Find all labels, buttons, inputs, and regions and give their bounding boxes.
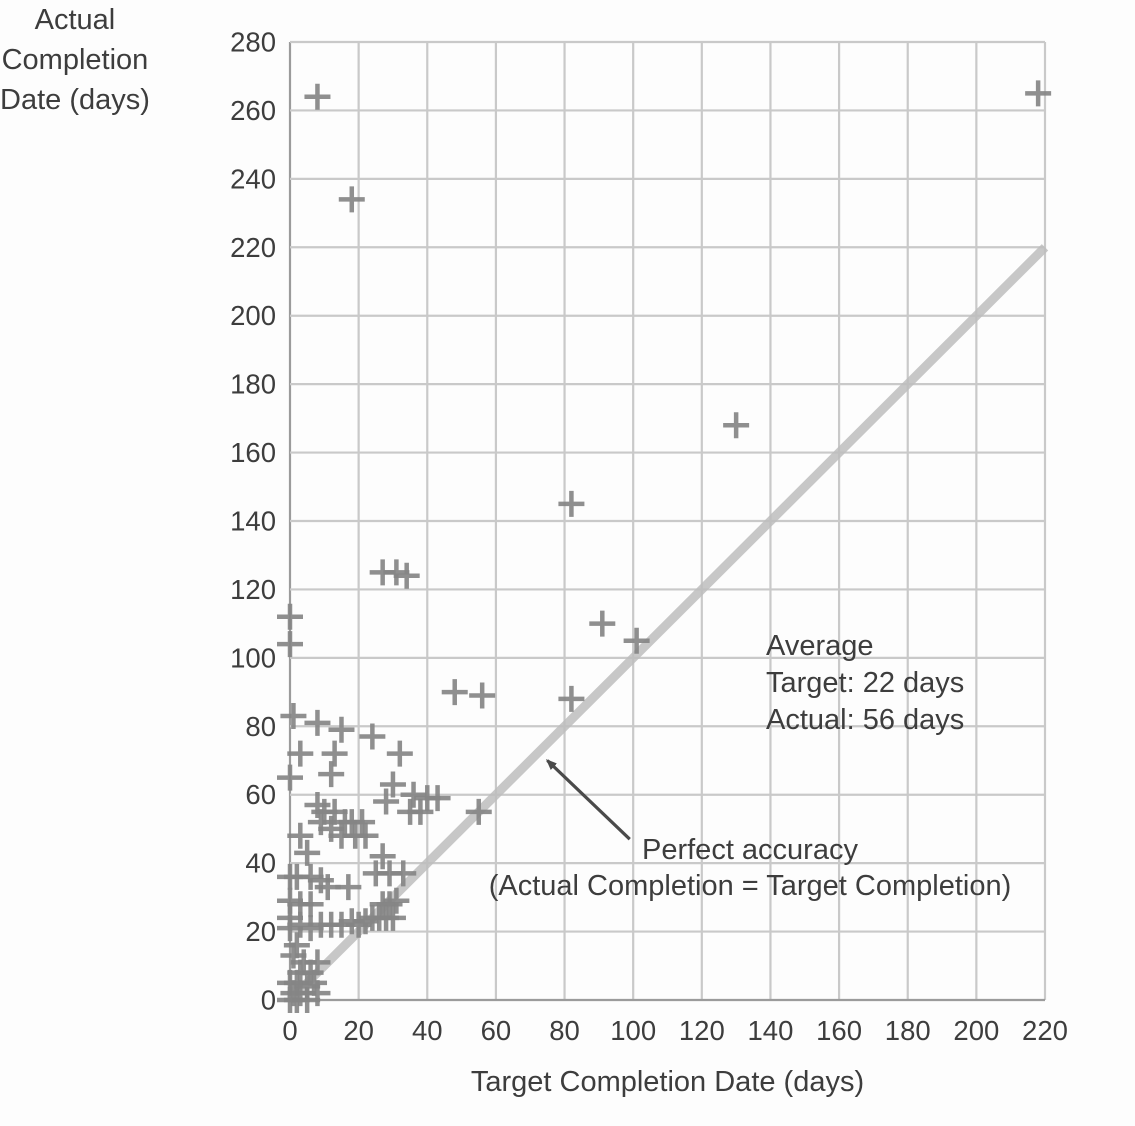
scatter-point — [379, 771, 406, 798]
y-tick-label: 160 — [230, 437, 276, 468]
scatter-point — [318, 761, 345, 788]
scatter-point — [297, 891, 324, 918]
scatter-point — [287, 822, 314, 849]
perfect-accuracy-caption: Perfect accuracy (Actual Completion = Ta… — [440, 832, 1060, 904]
scatter-point — [280, 703, 307, 730]
x-tick-label: 0 — [282, 1015, 297, 1046]
scatter-point — [1025, 80, 1052, 107]
x-tick-label: 120 — [679, 1015, 725, 1046]
y-tick-label: 260 — [230, 95, 276, 126]
x-tick-label: 20 — [343, 1015, 374, 1046]
scatter-point — [304, 83, 331, 110]
x-tick-label: 100 — [610, 1015, 656, 1046]
y-axis-label-line: Completion — [1, 44, 149, 76]
y-axis-label-line: Actual — [34, 4, 116, 36]
arrow-line — [545, 759, 631, 841]
average-annotation-line: Actual: 56 days — [766, 704, 965, 736]
scatter-point — [277, 764, 303, 791]
x-axis-label: Target Completion Date (days) — [470, 1066, 865, 1098]
scatter-point — [400, 781, 427, 808]
data-points — [277, 80, 1052, 1013]
x-tick-label: 80 — [549, 1015, 580, 1046]
scatter-point — [277, 631, 303, 658]
scatter-point — [407, 798, 434, 825]
scatter-point — [623, 627, 650, 654]
scatter-point — [558, 490, 585, 517]
scatter-point — [304, 980, 331, 1007]
y-tick-label: 200 — [230, 300, 276, 331]
scatter-point — [304, 709, 331, 736]
grid-lines — [288, 40, 1047, 1002]
scatter-point — [321, 740, 348, 767]
y-tick-label: 180 — [230, 369, 276, 400]
scatter-point — [369, 843, 396, 870]
scatter-point — [393, 562, 420, 589]
scatter-point — [287, 740, 314, 767]
scatter-point — [723, 412, 750, 439]
scatter-point — [328, 716, 355, 743]
scatter-point — [465, 798, 492, 825]
scatter-point — [277, 915, 303, 942]
y-tick-label: 140 — [230, 506, 276, 537]
scatter-point — [349, 809, 376, 836]
average-annotation-line: Target: 22 days — [766, 667, 965, 699]
scatter-point — [589, 610, 616, 637]
y-tick-label: 100 — [230, 642, 276, 673]
y-axis-label: Actual Completion Date (days) — [0, 0, 150, 120]
y-tick-label: 0 — [261, 985, 276, 1016]
scatter-point — [338, 186, 365, 213]
scatter-point — [469, 682, 496, 709]
scatter-point — [359, 723, 386, 750]
scatter-point — [390, 860, 417, 887]
x-tick-label: 200 — [953, 1015, 999, 1046]
y-tick-label: 20 — [245, 916, 276, 947]
scatter-point — [441, 679, 468, 706]
scatter-point — [373, 788, 400, 815]
x-tick-label: 180 — [885, 1015, 931, 1046]
x-tick-label: 40 — [412, 1015, 443, 1046]
scatter-point — [277, 603, 303, 630]
y-tick-label: 80 — [245, 711, 276, 742]
x-tick-label: 160 — [816, 1015, 862, 1046]
y-axis-label-line: Date (days) — [0, 84, 150, 116]
scatter-point — [383, 887, 410, 914]
scatter-point — [379, 904, 406, 931]
scatter-point — [335, 874, 362, 901]
y-tick-label: 280 — [230, 27, 276, 58]
y-tick-label: 40 — [245, 848, 276, 879]
scatter-point — [424, 785, 451, 812]
x-tick-label: 220 — [1022, 1015, 1068, 1046]
y-tick-label: 240 — [230, 163, 276, 194]
scatter-point — [386, 740, 413, 767]
average-annotation-line: Average — [766, 630, 874, 662]
y-tick-label: 120 — [230, 574, 276, 605]
average-annotation: Average Target: 22 days Actual: 56 days — [766, 628, 964, 739]
x-tick-label: 60 — [481, 1015, 512, 1046]
perfect-accuracy-caption-line: (Actual Completion = Target Completion) — [488, 870, 1012, 902]
scatter-point — [558, 685, 585, 712]
perfect-accuracy-caption-line: Perfect accuracy — [642, 834, 858, 866]
y-tick-label: 220 — [230, 232, 276, 263]
tick-labels: 0 20 40 60 80 100 120 140 160 180 200 220 240 260 280 0… — [230, 27, 1068, 1047]
scatter-point — [352, 822, 379, 849]
scatter-point — [294, 839, 321, 866]
y-tick-label: 60 — [245, 779, 276, 810]
annotation-arrow — [545, 759, 631, 841]
x-tick-label: 140 — [748, 1015, 794, 1046]
